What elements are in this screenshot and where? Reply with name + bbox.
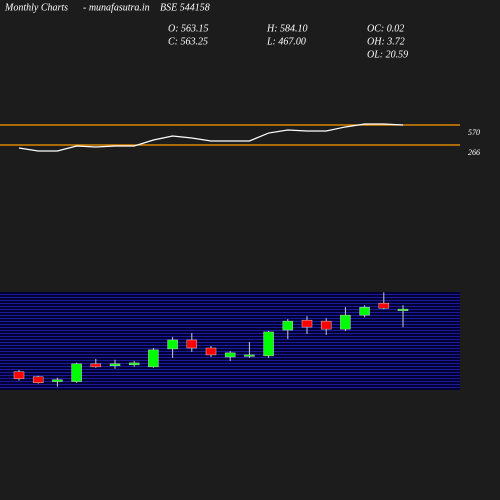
price-panel bbox=[0, 292, 460, 390]
candle-body bbox=[128, 362, 140, 366]
symbol: BSE 544158 bbox=[160, 2, 210, 13]
candle-body bbox=[109, 363, 121, 366]
candle-body bbox=[90, 363, 102, 368]
chart-title: Monthly Charts bbox=[4, 2, 68, 13]
candle-body bbox=[71, 363, 82, 382]
candle-body bbox=[224, 352, 236, 358]
stat: OC: 0.02 bbox=[367, 23, 404, 34]
stat: O: 563.15 bbox=[168, 23, 209, 34]
candle-body bbox=[359, 307, 370, 316]
candle-body bbox=[186, 339, 198, 349]
stat: L: 467.00 bbox=[266, 36, 306, 47]
candle-body bbox=[340, 314, 351, 330]
candle-body bbox=[52, 379, 63, 382]
candle-body bbox=[320, 320, 332, 330]
candle-body bbox=[378, 302, 390, 309]
stat: C: 563.25 bbox=[168, 36, 208, 47]
candle-body bbox=[205, 347, 217, 356]
indicator-line bbox=[18, 123, 404, 152]
stat: OH: 3.72 bbox=[367, 36, 405, 47]
level-label: 266 bbox=[468, 148, 480, 157]
stat: OL: 20.59 bbox=[367, 49, 408, 60]
candle-body bbox=[13, 371, 25, 380]
candle-body bbox=[263, 331, 274, 357]
level-label: 570 bbox=[468, 128, 480, 137]
candle-body bbox=[282, 320, 294, 331]
candle-body bbox=[148, 349, 159, 368]
site-name: - munafasutra.in bbox=[83, 2, 150, 13]
candle-body bbox=[32, 376, 44, 383]
candle-body bbox=[244, 354, 255, 357]
candle-body bbox=[167, 339, 178, 350]
candle-body bbox=[397, 308, 409, 311]
stat: H: 584.10 bbox=[266, 23, 308, 34]
candle-body bbox=[301, 319, 313, 328]
